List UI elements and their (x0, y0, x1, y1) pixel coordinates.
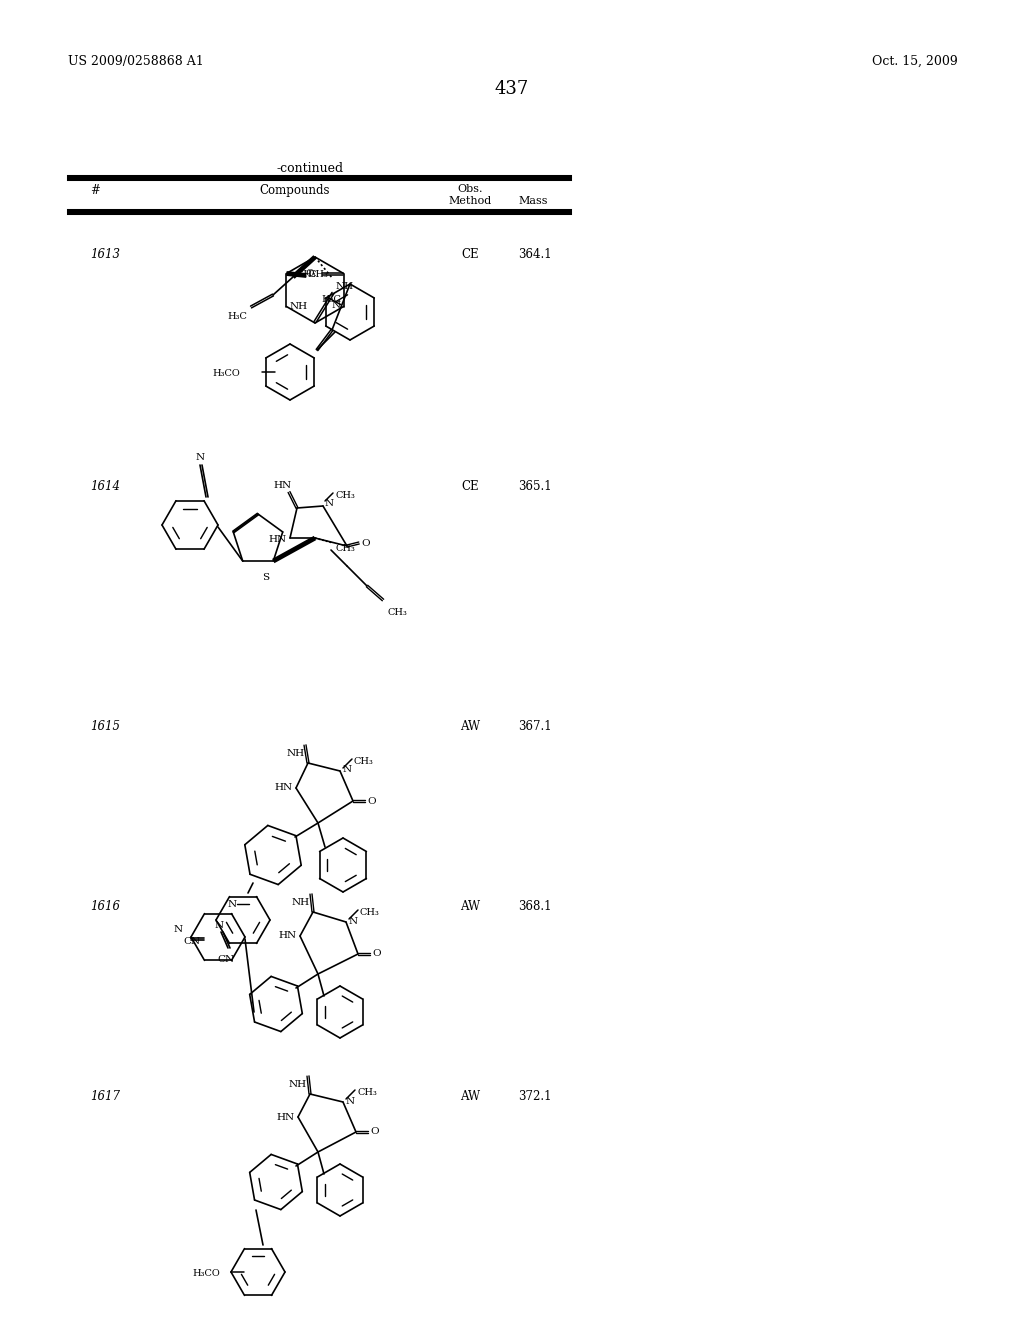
Text: O: O (305, 269, 313, 279)
Text: Oct. 15, 2009: Oct. 15, 2009 (872, 55, 958, 69)
Text: 1616: 1616 (90, 900, 120, 913)
Text: NH: NH (289, 1080, 307, 1089)
Text: 437: 437 (495, 81, 529, 98)
Text: 368.1: 368.1 (518, 900, 552, 913)
Text: HN: HN (273, 480, 292, 490)
Text: CN: CN (183, 937, 200, 946)
Text: N: N (346, 1097, 355, 1106)
Text: N: N (227, 900, 237, 909)
Text: CH₃: CH₃ (388, 609, 408, 616)
Text: HN: HN (279, 932, 297, 940)
Text: 1617: 1617 (90, 1090, 120, 1104)
Text: #: # (90, 183, 100, 197)
Text: AW: AW (460, 719, 480, 733)
Text: 1615: 1615 (90, 719, 120, 733)
Text: S: S (262, 573, 269, 582)
Text: N: N (343, 766, 352, 775)
Text: CE: CE (461, 480, 479, 492)
Text: 365.1: 365.1 (518, 480, 552, 492)
Text: N: N (174, 924, 183, 933)
Text: CN: CN (218, 954, 234, 964)
Text: HN: HN (276, 1113, 295, 1122)
Text: H₃CO: H₃CO (212, 370, 240, 379)
Text: •CH₃: •CH₃ (291, 271, 316, 279)
Text: CH₃: CH₃ (354, 756, 374, 766)
Text: N: N (196, 453, 205, 462)
Text: O: O (367, 796, 376, 805)
Text: US 2009/0258868 A1: US 2009/0258868 A1 (68, 55, 204, 69)
Text: 1614: 1614 (90, 480, 120, 492)
Text: CH₃: CH₃ (308, 271, 329, 279)
Text: NH: NH (336, 282, 354, 290)
Text: NH: NH (287, 748, 305, 758)
Text: O: O (372, 949, 381, 958)
Text: H₃C: H₃C (227, 312, 247, 321)
Text: CH₃: CH₃ (357, 1088, 377, 1097)
Text: N: N (214, 921, 223, 931)
Text: Obs.: Obs. (458, 183, 482, 194)
Text: 364.1: 364.1 (518, 248, 552, 261)
Text: 1613: 1613 (90, 248, 120, 261)
Text: CH₃: CH₃ (335, 544, 355, 553)
Text: -continued: -continued (276, 162, 344, 176)
Text: CH₃: CH₃ (360, 908, 380, 917)
Text: NH: NH (292, 898, 310, 907)
Text: N: N (349, 916, 358, 925)
Text: AW: AW (460, 1090, 480, 1104)
Text: AW: AW (460, 900, 480, 913)
Text: N: N (325, 499, 334, 508)
Text: H₃CO: H₃CO (193, 1270, 220, 1279)
Text: CE: CE (461, 248, 479, 261)
Text: Mass: Mass (518, 195, 548, 206)
Text: 367.1: 367.1 (518, 719, 552, 733)
Text: HN: HN (274, 784, 293, 792)
Text: NH: NH (290, 302, 307, 312)
Text: O: O (370, 1127, 379, 1137)
Text: H₃C: H₃C (322, 294, 341, 304)
Text: Method: Method (449, 195, 492, 206)
Text: CH₃: CH₃ (335, 491, 355, 500)
Text: Compounds: Compounds (260, 183, 331, 197)
Text: O: O (361, 540, 370, 549)
Text: N: N (332, 301, 341, 310)
Text: 372.1: 372.1 (518, 1090, 552, 1104)
Text: HN: HN (269, 535, 287, 544)
